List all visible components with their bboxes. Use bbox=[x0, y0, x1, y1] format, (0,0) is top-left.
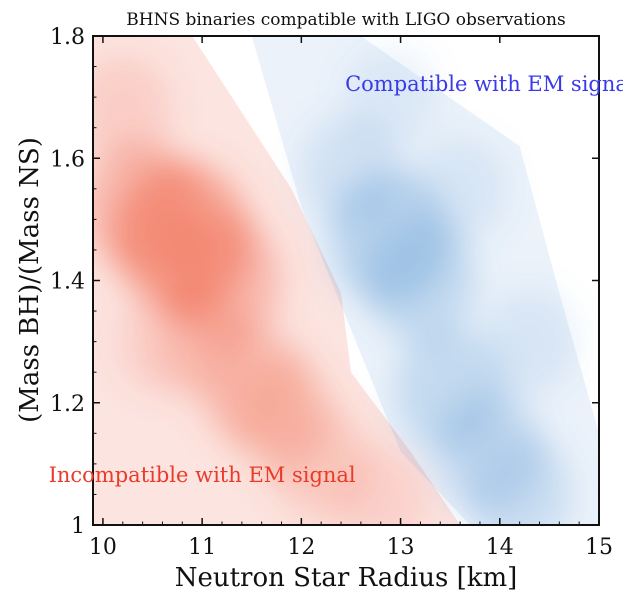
y-tick-label: 1.8 bbox=[50, 25, 85, 50]
y-tick-label: 1 bbox=[71, 514, 85, 539]
x-axis-ticks: 10 11 12 13 14 15 bbox=[89, 36, 613, 560]
density-regions bbox=[93, 36, 599, 525]
compatible-density-marks bbox=[300, 46, 577, 525]
x-tick-label: 12 bbox=[287, 535, 315, 560]
compatible-density-mark-1 bbox=[364, 218, 477, 343]
x-tick-label: 11 bbox=[188, 535, 216, 560]
incompatible-density-mark-6 bbox=[93, 55, 172, 164]
x-tick-label: 14 bbox=[486, 535, 514, 560]
x-axis-label: Neutron Star Radius [km] bbox=[175, 563, 518, 593]
incompatible-density-marks bbox=[93, 55, 428, 525]
incompatible-annotation: Incompatible with EM signal bbox=[49, 463, 356, 487]
compatible-density-mark-4 bbox=[466, 435, 573, 525]
y-tick-label: 1.4 bbox=[50, 270, 85, 295]
x-tick-label: 15 bbox=[585, 535, 613, 560]
annotations: Compatible with EM signal Incompatible wi… bbox=[49, 72, 623, 487]
incompatible-density-mark-9 bbox=[115, 289, 210, 394]
compatible-density-mark-6 bbox=[482, 289, 577, 394]
y-tick-label: 1.2 bbox=[50, 392, 85, 417]
incompatible-density-mark-7 bbox=[333, 448, 428, 525]
y-axis-label: (Mass BH)/(Mass NS) bbox=[15, 137, 45, 423]
compatible-density-mark-8 bbox=[413, 136, 508, 242]
compatible-annotation: Compatible with EM signal bbox=[345, 72, 623, 96]
x-tick-label: 13 bbox=[387, 535, 415, 560]
incompatible-density-mark-1 bbox=[93, 141, 202, 273]
chart-title: BHNS binaries compatible with LIGO obser… bbox=[126, 10, 565, 30]
compatible-density-mark-7 bbox=[345, 46, 437, 148]
x-tick-label: 10 bbox=[89, 535, 117, 560]
y-axis-ticks: 1 1.2 1.4 1.6 1.8 bbox=[50, 25, 599, 539]
y-tick-label: 1.6 bbox=[50, 147, 85, 172]
